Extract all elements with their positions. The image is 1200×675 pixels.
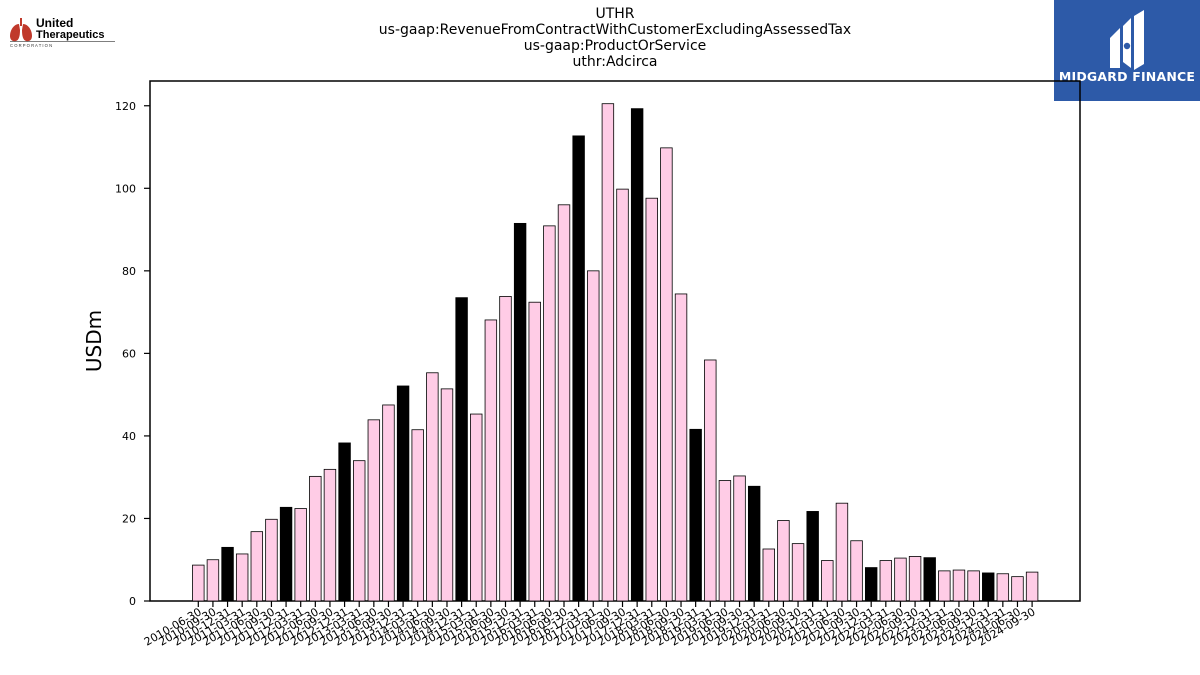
bar-2015-06-30 (484, 319, 498, 602)
title-line-member: uthr:Adcirca (572, 54, 658, 70)
bar-2014-09-30 (440, 388, 454, 602)
bar-2016-03-31 (528, 301, 541, 602)
bar-2015-12-31 (513, 222, 527, 602)
bar-2010-09-30 (206, 559, 220, 602)
bar-2018-06-30 (660, 147, 673, 602)
bar-2024-09-30 (1025, 571, 1039, 602)
bar-2019-03-31 (704, 359, 717, 602)
bar-2023-12-31 (982, 572, 995, 602)
title-line-ticker: UTHR (595, 6, 635, 22)
bar-2020-09-30 (791, 543, 805, 602)
bar-2010-06-30 (192, 564, 205, 602)
bar-2013-06-30 (367, 419, 381, 602)
bar-2018-09-30 (674, 293, 688, 602)
bar-2013-03-31 (353, 460, 366, 602)
bar-2021-12-31 (864, 567, 878, 602)
bar-2018-03-31 (645, 197, 658, 602)
bar-2014-06-30 (426, 372, 439, 602)
midgard-logo-icon (1110, 10, 1144, 70)
bar-2014-12-31 (455, 297, 468, 602)
bar-2019-09-30 (733, 475, 746, 602)
bar-2019-06-30 (718, 480, 732, 602)
bar-2023-09-30 (967, 570, 980, 602)
bar-2024-03-31 (996, 573, 1010, 602)
logo-line-1: United (36, 16, 73, 30)
y-tick-label: 80 (122, 265, 136, 278)
bar-series (192, 103, 1039, 602)
x-axis: 2010-06-302010-09-302010-12-312011-03-31… (142, 601, 1038, 649)
logo-line-3: C O R P O R A T I O N (10, 43, 52, 48)
y-axis-label: USDm (82, 310, 106, 372)
y-tick-label: 20 (122, 512, 136, 525)
bar-2011-06-30 (250, 531, 264, 602)
bar-2019-12-31 (747, 485, 761, 602)
y-axis: 0 20 40 60 80 100 120 (115, 100, 150, 608)
bar-2023-03-31 (938, 570, 951, 602)
bar-2021-06-30 (835, 502, 849, 602)
bar-2011-12-31 (279, 506, 293, 602)
bar-2022-09-30 (908, 556, 922, 602)
bar-2011-03-31 (235, 553, 249, 602)
brand-name: MIDGARD FINANCE (1058, 69, 1196, 84)
midgard-finance-badge: MIDGARD FINANCE (1054, 0, 1200, 101)
bar-2020-03-31 (762, 548, 775, 602)
bar-2016-12-31 (572, 135, 585, 602)
bar-2015-09-30 (499, 296, 512, 602)
bar-2022-03-31 (879, 560, 893, 602)
bar-2017-06-30 (601, 103, 615, 602)
bar-2022-06-30 (894, 557, 907, 602)
logo-line-2: Therapeutics (36, 29, 104, 41)
bar-2020-12-31 (806, 511, 819, 602)
y-tick-label: 0 (129, 595, 136, 608)
y-tick-label: 120 (115, 100, 136, 113)
plot-frame (149, 80, 1081, 602)
bar-2012-09-30 (323, 468, 337, 602)
bar-2016-09-30 (557, 204, 571, 602)
bar-2018-12-31 (689, 428, 702, 602)
lungs-icon (10, 18, 32, 42)
bar-2015-03-31 (470, 413, 483, 602)
bar-2012-12-31 (338, 442, 351, 602)
bar-2016-06-30 (543, 225, 556, 602)
bar-2013-09-30 (382, 404, 395, 602)
y-tick-label: 60 (122, 347, 136, 360)
title-line-concept: us-gaap:RevenueFromContractWithCustomerE… (378, 22, 852, 38)
bar-2023-06-30 (952, 569, 966, 602)
bar-2014-03-31 (411, 429, 424, 602)
bar-2010-12-31 (221, 546, 234, 602)
y-tick-label: 100 (115, 182, 136, 195)
title-line-axis: us-gaap:ProductOrService (523, 38, 707, 54)
bar-2024-06-30 (1011, 576, 1024, 602)
bar-2012-06-30 (309, 475, 322, 602)
bar-2022-12-31 (923, 557, 936, 602)
y-tick-label: 40 (122, 430, 136, 443)
bar-2017-09-30 (616, 188, 629, 602)
bar-2020-06-30 (777, 520, 790, 602)
bar-2017-03-31 (587, 270, 600, 602)
united-therapeutics-logo: United Therapeutics C O R P O R A T I O … (8, 14, 123, 50)
bar-2011-09-30 (265, 518, 278, 602)
bar-2017-12-31 (630, 108, 644, 602)
bar-2021-09-30 (850, 540, 863, 602)
chart-title: UTHR us-gaap:RevenueFromContractWithCust… (0, 6, 1200, 70)
bar-2012-03-31 (294, 508, 307, 602)
bar-2021-03-31 (821, 560, 834, 602)
bar-2013-12-31 (396, 385, 410, 602)
